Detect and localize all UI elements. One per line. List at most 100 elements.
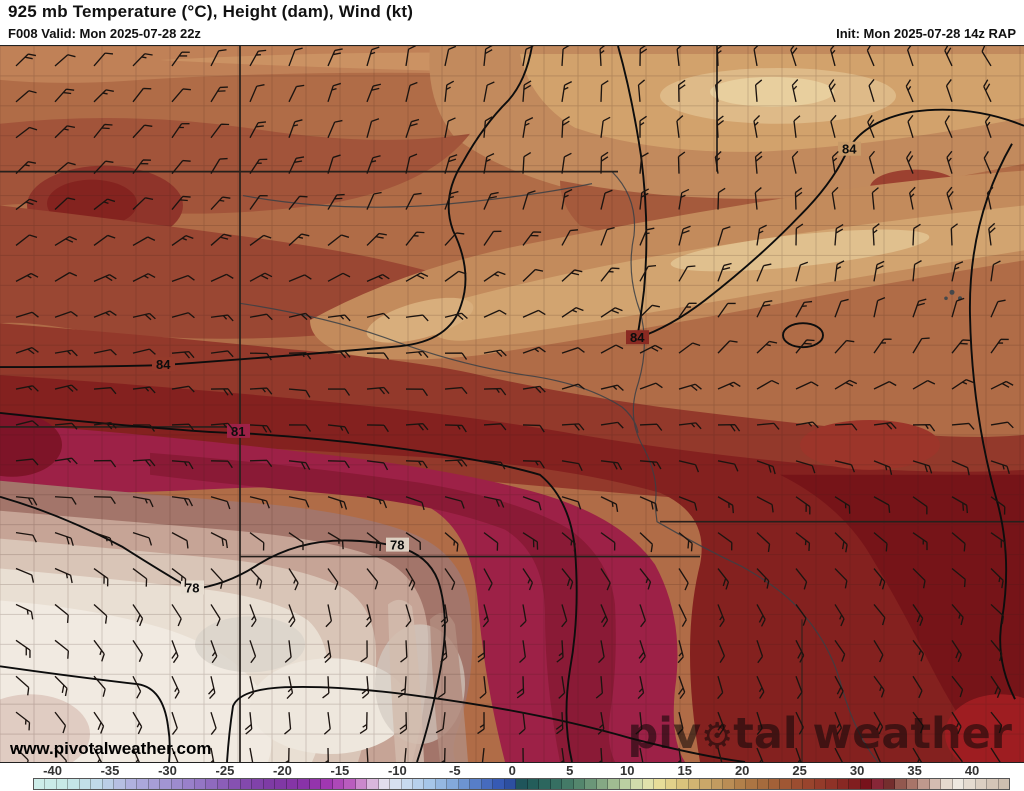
wind-barb — [483, 496, 505, 508]
pivotal-weather-watermark: piv⚙tal weather — [627, 709, 1012, 759]
wind-barb — [15, 126, 38, 139]
wind-barb — [912, 223, 921, 246]
colorbar-segment — [711, 779, 724, 789]
wind-barb — [483, 309, 507, 318]
wind-barb — [323, 712, 331, 735]
wind-barb — [15, 198, 38, 211]
colorbar-segment — [493, 779, 505, 789]
wind-barb — [405, 460, 428, 469]
wind-barb — [210, 460, 233, 469]
wind-barb — [93, 459, 117, 468]
wind-barb — [437, 676, 446, 699]
wind-barb — [678, 225, 691, 246]
wind-barb — [171, 675, 180, 699]
colorbar-segment — [814, 779, 827, 789]
wind-barb — [600, 80, 609, 102]
colorbar-tick-labels: -40 -35 -30 -25 -20 -15 -10 -5 0 5 10 15 20 25 30 35 40 — [33, 763, 1010, 778]
wind-barb — [714, 150, 722, 174]
colorbar-segment — [275, 779, 287, 789]
wind-barb — [93, 567, 109, 587]
wind-barb — [249, 387, 273, 395]
wind-barb — [600, 604, 609, 628]
wind-barb — [93, 274, 117, 282]
wind-barb — [132, 711, 143, 735]
colorbar-segment — [183, 779, 195, 789]
wind-barb — [944, 46, 953, 67]
rivers-layer — [239, 171, 962, 762]
wind-barb — [906, 150, 914, 174]
wind-barb — [990, 711, 1003, 734]
wind-barb — [907, 114, 914, 138]
wind-barb — [210, 314, 234, 322]
wind-barb — [522, 424, 545, 433]
wind-barb — [444, 352, 468, 360]
wind-barb — [405, 46, 416, 67]
temperature-colorbar — [33, 778, 1010, 790]
wind-barb — [321, 748, 330, 762]
wind-barb — [795, 604, 807, 626]
wind-barb — [873, 711, 884, 735]
wind-barb — [637, 676, 645, 700]
colorbar-segment — [860, 779, 873, 789]
wind-barb — [990, 460, 1010, 475]
wind-barb — [366, 46, 380, 67]
wind-barb — [483, 46, 493, 67]
wind-barb — [600, 226, 615, 246]
wind-barb — [482, 604, 489, 628]
wind-barb — [639, 227, 655, 246]
wind-barb — [756, 422, 780, 430]
wind-barb — [678, 342, 701, 354]
wind-barb — [951, 261, 964, 282]
wind-barb — [54, 457, 78, 465]
colorbar-segment — [688, 779, 701, 789]
wind-barbs-layer — [15, 46, 1014, 762]
wind-barb — [756, 747, 765, 762]
colorbar-segment — [746, 779, 758, 789]
wind-barb — [795, 421, 819, 429]
wind-barb — [557, 747, 565, 762]
wind-barb — [249, 158, 268, 175]
colorbar-tick-label: 25 — [792, 763, 807, 778]
colorbar-segment — [470, 779, 482, 789]
wind-barb — [327, 424, 350, 435]
colorbar-tick-label: 40 — [964, 763, 980, 778]
wind-barb — [831, 186, 839, 210]
wind-barb — [600, 421, 624, 429]
colorbar-segment — [665, 779, 678, 789]
wind-barb — [327, 48, 343, 67]
colorbar-segment — [240, 779, 253, 789]
wind-barb — [951, 639, 962, 663]
wind-barb — [405, 423, 429, 431]
wind-barb — [984, 114, 992, 138]
wind-barb — [595, 676, 604, 699]
colorbar-segment — [608, 779, 620, 789]
wind-barb — [912, 532, 928, 551]
wind-barb — [756, 568, 770, 589]
wind-barb — [556, 640, 564, 663]
wind-barb — [15, 385, 39, 392]
colorbar-segment — [435, 779, 448, 789]
wind-barb — [15, 603, 34, 620]
colorbar-segment — [837, 779, 850, 789]
wind-barb — [828, 79, 836, 103]
wind-barb — [986, 186, 994, 210]
colorbar-segment — [631, 779, 643, 789]
wind-barb — [873, 422, 897, 430]
wind-barb — [561, 46, 571, 66]
wind-barb — [793, 115, 801, 138]
wind-barb — [522, 309, 546, 318]
wind-barb — [366, 352, 390, 360]
colorbar-segment — [424, 779, 436, 789]
wind-barb — [873, 639, 884, 663]
wind-barb — [756, 460, 776, 475]
wind-barb — [561, 116, 570, 138]
wind-barb — [600, 568, 611, 591]
wind-barb — [171, 640, 179, 664]
wind-barb — [561, 152, 572, 174]
wind-barb — [444, 80, 455, 102]
wind-barb — [834, 460, 855, 473]
wind-barb — [366, 568, 379, 590]
wind-barb — [54, 711, 67, 734]
wind-barb — [397, 676, 407, 698]
wind-barb — [756, 640, 764, 664]
